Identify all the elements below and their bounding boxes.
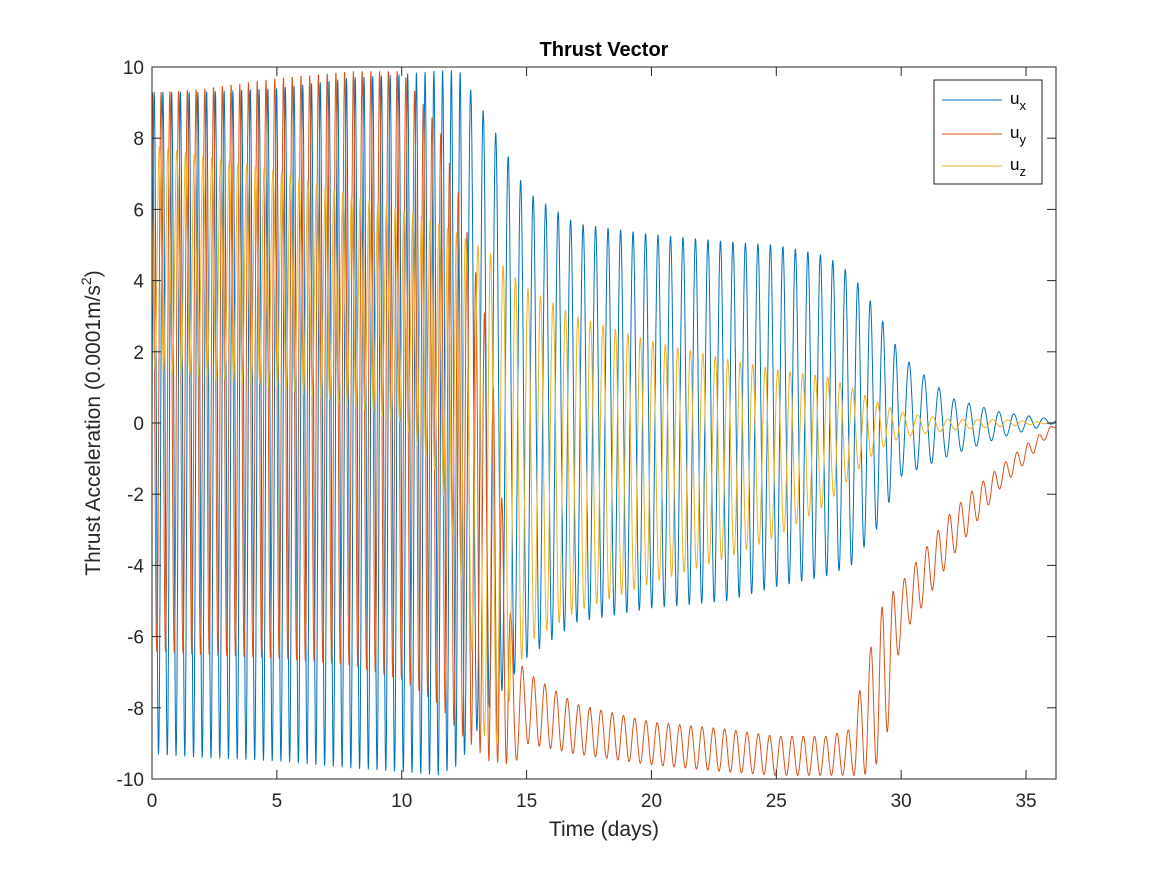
y-axis-ticks: -10 -8 -6 -4 -2 0 2 4 6 8 10 [117,58,1056,791]
x-axis-ticks: 0 5 10 15 20 25 30 35 [147,67,1037,812]
y-tick-label: 6 [133,200,144,221]
legend-label-uz-main: u [1010,155,1019,174]
y-axis-label: Thrust Acceleration (0.0001m/s2) [78,270,105,575]
legend-label-ux: ux [1010,89,1026,113]
legend-box [933,79,1043,185]
y-tick-label: 4 [133,272,144,293]
legend-label-ux-sub: x [1019,98,1026,113]
y-tick-label: 10 [123,58,144,79]
y-axis-label-end: ) [82,270,105,277]
x-tick-label: 0 [147,791,158,812]
y-tick-label: -4 [127,556,144,577]
plot-area [151,66,1057,780]
x-tick-label: 35 [1015,791,1036,812]
series-line-uy [152,71,1056,776]
x-tick-label: 30 [891,791,912,812]
y-axis-label-main: Thrust Acceleration (0.0001m/s [82,285,105,576]
legend-label-uy-sub: y [1019,132,1026,147]
y-tick-label: 0 [133,414,144,435]
legend-label-uy: uy [1010,123,1026,147]
legend: ux uy uz [933,79,1043,185]
x-axis-label: Time (days) [549,818,659,841]
y-axis-label-superscript: 2 [78,277,94,285]
x-tick-label: 15 [516,791,537,812]
series-line-ux [152,70,1056,776]
legend-label-ux-main: u [1010,89,1019,108]
y-tick-label: 2 [133,343,144,364]
y-tick-label: -2 [127,485,144,506]
legend-label-uz-sub: z [1019,164,1026,179]
chart-title: Thrust Vector [540,39,669,61]
y-tick-label: 8 [133,129,144,150]
series-layer [152,70,1056,776]
series-line-uz [152,146,1056,744]
x-tick-label: 25 [766,791,787,812]
y-tick-label: -8 [127,699,144,720]
legend-label-uz: uz [1010,155,1026,179]
y-tick-label: -10 [117,770,144,791]
y-tick-label: -6 [127,628,144,649]
x-tick-label: 10 [391,791,412,812]
x-tick-label: 5 [272,791,283,812]
x-tick-label: 20 [641,791,662,812]
legend-label-uy-main: u [1010,123,1019,142]
